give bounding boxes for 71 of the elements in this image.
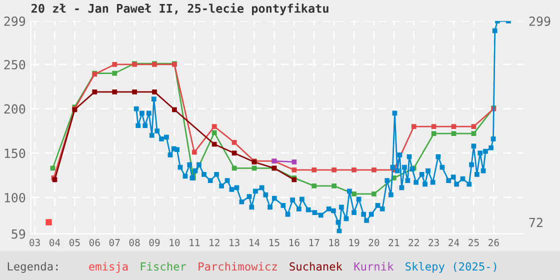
x-tick-label: 08	[129, 238, 140, 246]
point	[431, 124, 436, 129]
x-tick-label: 20	[368, 238, 380, 246]
text: Sklepy (2025-)	[406, 262, 496, 273]
x-tick-label: 05	[69, 238, 80, 246]
x-tick-label: 07	[109, 238, 120, 246]
point	[212, 124, 217, 129]
x-tick-label: 11	[190, 239, 200, 246]
point	[372, 168, 376, 172]
x-tick-label: 24	[448, 238, 460, 246]
text: Kurnik	[354, 262, 394, 271]
point	[292, 168, 297, 172]
y-tick-label: 100	[4, 192, 26, 202]
text: emisja	[89, 262, 128, 273]
y-tick-label: 150	[4, 148, 26, 158]
y-tick-label: 200	[4, 104, 26, 114]
x-tick-label: 10	[170, 238, 180, 246]
y-tick-label: 299	[4, 16, 26, 26]
point	[112, 62, 118, 67]
point	[232, 140, 237, 145]
point	[232, 150, 237, 156]
point	[471, 124, 476, 129]
point	[152, 90, 157, 94]
point	[312, 168, 317, 172]
y-tick-label: 59	[12, 229, 26, 239]
point	[172, 107, 177, 112]
x-tick-label: 04	[50, 238, 60, 246]
point	[372, 191, 376, 196]
text: Parchimowicz	[198, 262, 277, 271]
point	[411, 124, 416, 129]
point	[352, 168, 356, 172]
point	[292, 160, 297, 164]
point	[132, 90, 137, 94]
x-tick-label: 03	[30, 238, 40, 246]
point	[312, 183, 317, 188]
point	[192, 150, 197, 155]
chart-title: 20 zł - Jan Paweł II, 25-lecie pontyfikatu	[31, 3, 328, 16]
point	[92, 90, 98, 94]
x-tick-label: 23	[428, 238, 439, 246]
x-tick-label: 06	[89, 238, 100, 246]
point	[352, 191, 356, 196]
point	[112, 90, 118, 94]
point	[332, 168, 336, 172]
point	[451, 131, 456, 136]
point	[332, 183, 336, 188]
x-tick-label: 17	[309, 239, 320, 246]
x-tick-label: 22	[408, 238, 419, 246]
x-tick-label: 12	[210, 238, 220, 246]
x-tick-label: 09	[149, 238, 160, 246]
x-tick-label: 13	[230, 238, 240, 246]
point	[112, 70, 118, 76]
x-tick-label: 26	[488, 238, 499, 246]
point	[212, 142, 217, 147]
x-tick-label: 14	[250, 239, 260, 246]
x-tick-label: 16	[289, 238, 300, 246]
y2-tick-label: 299	[529, 16, 550, 26]
text: Suchanek	[290, 262, 342, 271]
x-tick-label: 18	[329, 238, 340, 246]
point	[471, 131, 476, 136]
y2-tick-label: 72	[529, 218, 542, 228]
legend-title: Legenda:	[8, 262, 58, 273]
point	[431, 131, 436, 136]
y-tick-label: 250	[4, 60, 26, 70]
x-tick-label: 25	[468, 238, 479, 246]
point	[46, 219, 52, 226]
text: Fischer	[140, 262, 186, 271]
point	[451, 124, 456, 129]
point	[212, 130, 217, 136]
x-tick-label: 19	[349, 238, 360, 246]
x-tick-label: 21	[388, 238, 400, 246]
x-tick-label: 15	[270, 239, 280, 246]
